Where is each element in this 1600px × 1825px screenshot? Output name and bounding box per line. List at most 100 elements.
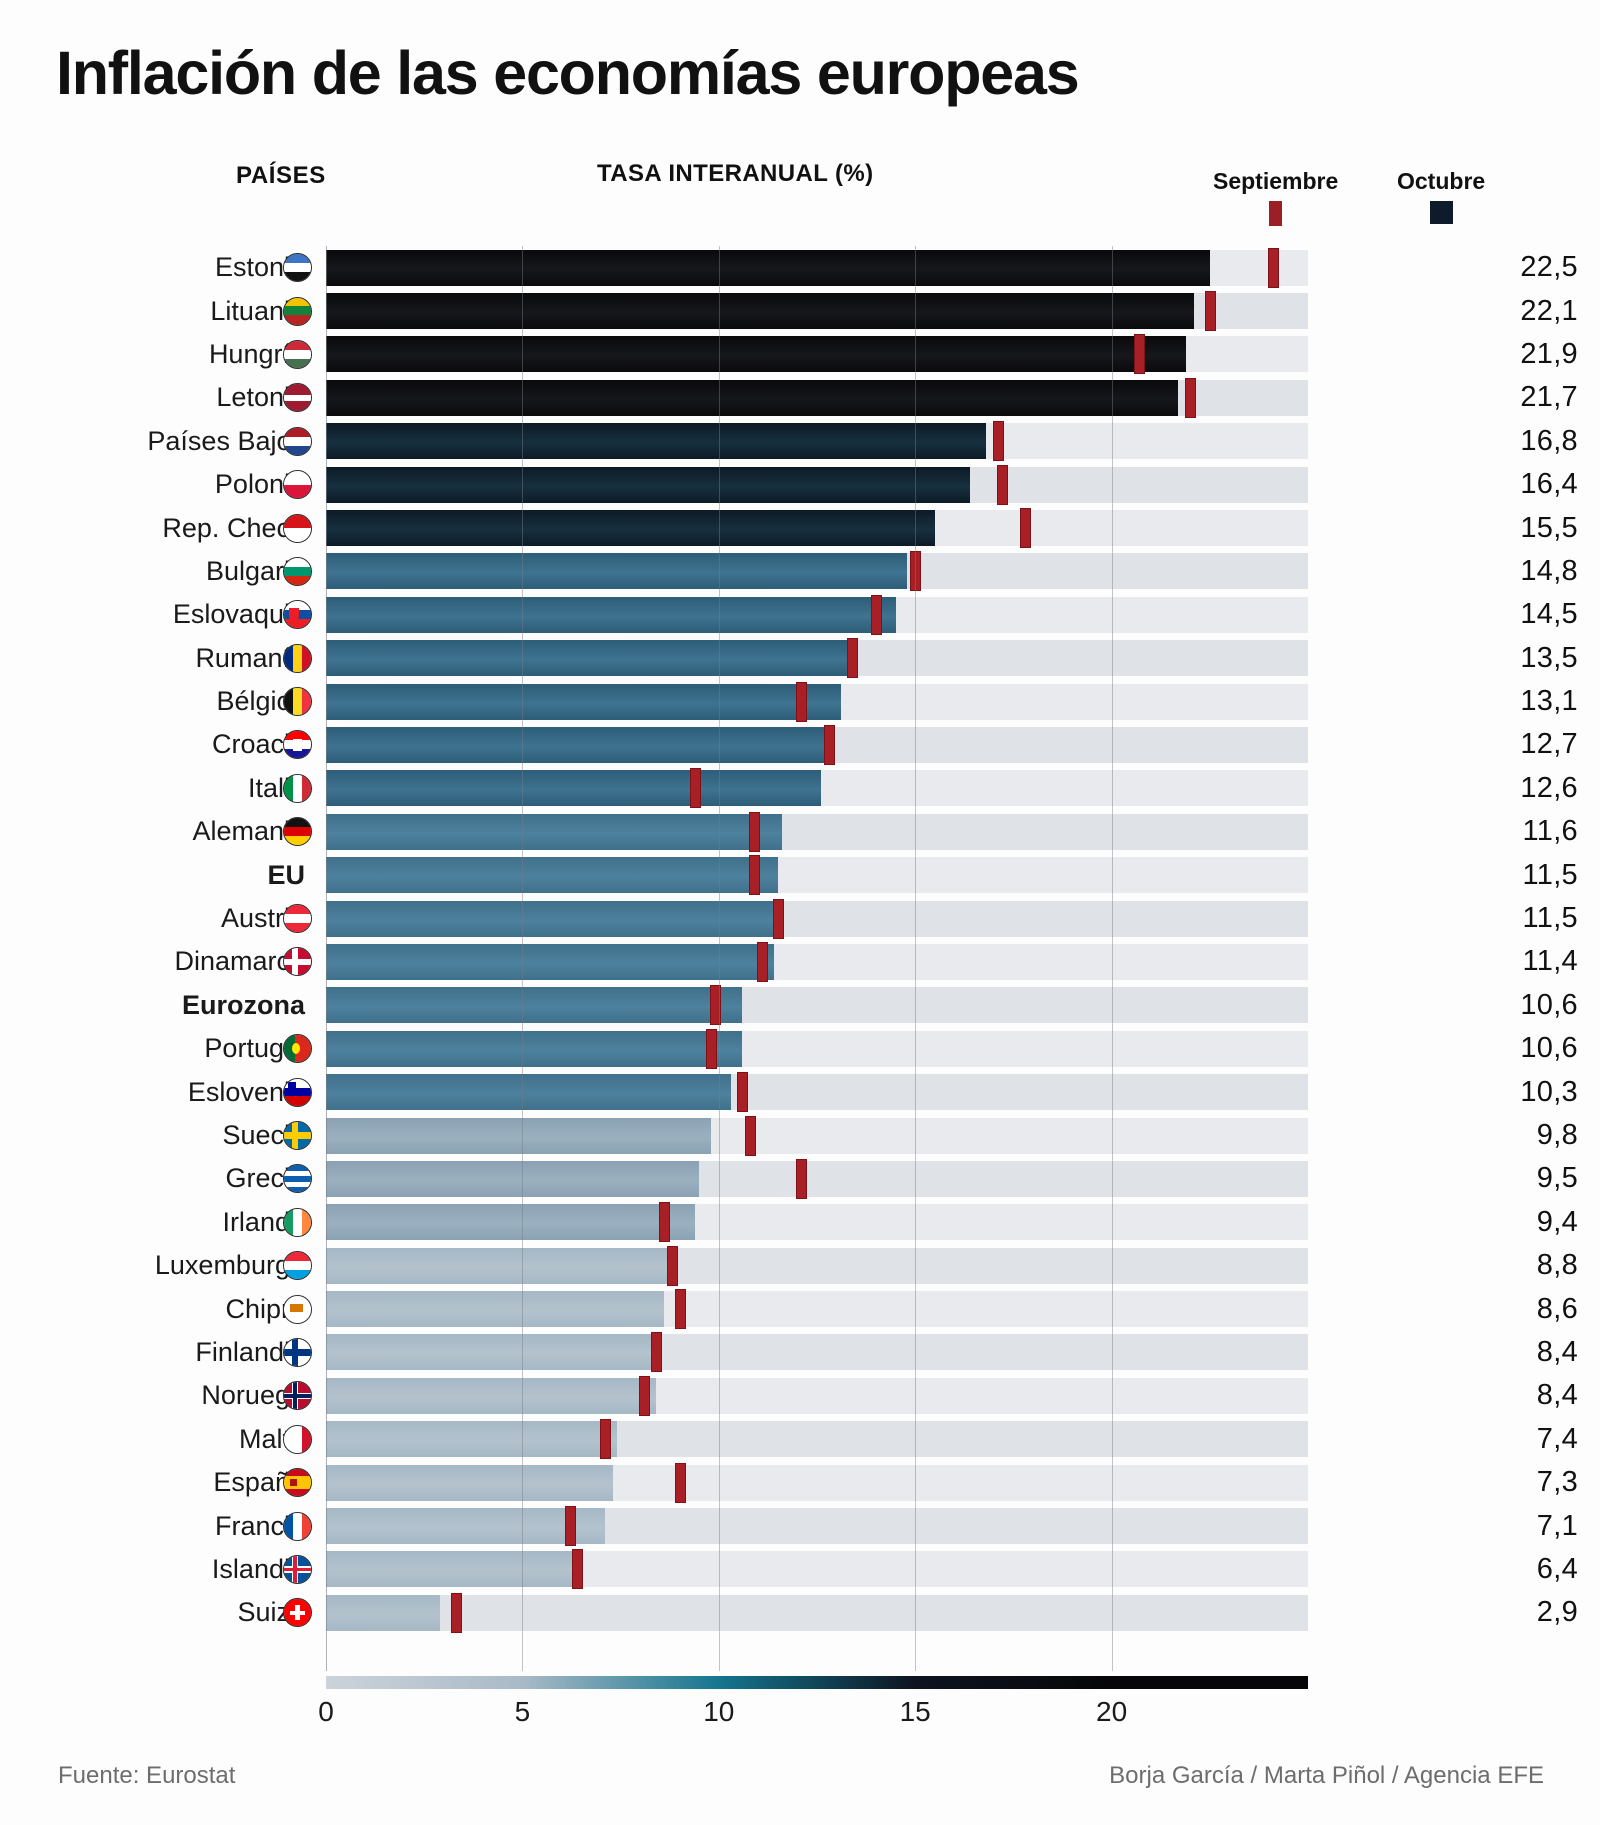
september-marker <box>1267 247 1279 288</box>
october-bar <box>326 900 778 937</box>
value-label: 8,4 <box>1536 1379 1578 1412</box>
value-label: 22,5 <box>1520 251 1578 284</box>
table-row: Suecia 9,8 <box>0 1114 1600 1157</box>
bar-track <box>326 638 1308 679</box>
value-label: 22,1 <box>1520 294 1578 327</box>
september-marker <box>639 1375 651 1416</box>
october-bar <box>326 249 1210 286</box>
october-bar <box>326 813 782 850</box>
country-label: Eurozona <box>181 989 305 1020</box>
september-marker <box>599 1419 611 1460</box>
table-row: Francia 7,1 <box>0 1504 1600 1547</box>
table-row: Italia 12,6 <box>0 767 1600 810</box>
value-label: 16,4 <box>1520 468 1578 501</box>
bar-track <box>326 551 1308 592</box>
bar-track <box>326 681 1308 722</box>
table-row: Noruega 8,4 <box>0 1374 1600 1417</box>
value-label: 13,1 <box>1520 685 1578 718</box>
october-bar <box>326 640 857 677</box>
october-bar <box>326 1377 656 1414</box>
bar-track <box>326 1375 1308 1416</box>
flag-icon-austria <box>283 904 312 934</box>
country-label: Portugal <box>204 1033 305 1064</box>
flag-icon-polonia <box>283 470 312 500</box>
september-marker <box>1185 377 1197 418</box>
september-marker <box>650 1332 662 1373</box>
october-bar <box>326 293 1195 330</box>
october-bar <box>326 596 896 633</box>
value-label: 7,1 <box>1536 1509 1578 1542</box>
flag-icon-croacia <box>283 730 312 760</box>
footer-credit: Borja García / Marta Piñol / Agencia EFE <box>1109 1762 1544 1789</box>
bar-track <box>326 1332 1308 1373</box>
legend-october-label: Octubre <box>1397 168 1486 194</box>
country-label: Países Bajos <box>147 425 305 456</box>
value-label: 8,8 <box>1536 1249 1578 1282</box>
value-label: 16,8 <box>1520 424 1578 457</box>
table-row: Suiza 2,9 <box>0 1591 1600 1634</box>
bar-track <box>326 291 1308 332</box>
october-bar <box>326 336 1187 373</box>
bar-track <box>326 334 1308 375</box>
bar-track <box>326 377 1308 418</box>
axis-gradient-segment <box>1111 1676 1308 1689</box>
bar-track <box>326 1462 1308 1503</box>
bar-track <box>326 594 1308 635</box>
september-marker <box>745 1115 757 1156</box>
axis-tick-label: 10 <box>703 1696 735 1727</box>
flag-icon-suiza <box>283 1598 312 1628</box>
table-row: Eslovenia 10,3 <box>0 1070 1600 1113</box>
value-label: 11,5 <box>1522 902 1578 935</box>
table-row: Austria 11,5 <box>0 897 1600 940</box>
value-label: 8,4 <box>1536 1335 1578 1368</box>
country-label: Noruega <box>201 1380 305 1411</box>
october-bar <box>326 1551 578 1588</box>
october-bar <box>326 1464 613 1501</box>
bar-track <box>326 1506 1308 1547</box>
column-header-rate: TASA INTERANUAL (%) <box>597 160 874 187</box>
country-label: Lituania <box>210 295 305 326</box>
table-row: Países Bajos 16,8 <box>0 420 1600 463</box>
flag-icon-portugal <box>283 1034 312 1064</box>
october-bar <box>326 466 971 503</box>
flag-icon-francia <box>283 1511 312 1541</box>
table-row: Croacia 12,7 <box>0 723 1600 766</box>
table-row: Letonia 21,7 <box>0 376 1600 419</box>
country-label: Polonia <box>214 469 305 500</box>
october-bar <box>326 1594 440 1631</box>
flag-icon-espana <box>283 1468 312 1498</box>
flag-icon-bulgaria <box>283 556 312 586</box>
october-bar <box>326 1160 700 1197</box>
country-label: Austria <box>220 903 305 934</box>
september-marker <box>666 1245 678 1286</box>
flag-icon-lituania <box>283 296 312 326</box>
october-bar <box>326 1421 617 1458</box>
legend-september-swatch-icon <box>1269 201 1283 226</box>
table-row: Malta 7,4 <box>0 1418 1600 1461</box>
september-marker <box>796 681 808 722</box>
october-bar <box>326 423 986 460</box>
country-label: Estonia <box>214 252 305 283</box>
table-row: Eurozona 10,6 <box>0 984 1600 1027</box>
bar-track <box>326 247 1308 288</box>
september-marker <box>757 941 768 982</box>
bar-chart-rows: Estonia 22,5 Lituania 22,1 Hungría 21,9 Letoni… <box>0 246 1600 1635</box>
flag-icon-luxemburgo <box>283 1251 312 1281</box>
country-label: Bulgaria <box>205 555 305 586</box>
axis-gradient-segment <box>915 1676 1112 1689</box>
october-bar <box>326 987 743 1024</box>
value-label: 9,8 <box>1536 1119 1578 1151</box>
september-marker <box>690 768 702 809</box>
september-marker <box>705 1028 717 1069</box>
table-row: Hungría 21,9 <box>0 333 1600 376</box>
bar-track <box>326 811 1308 852</box>
september-marker <box>709 985 721 1026</box>
flag-icon-noruega <box>283 1381 312 1411</box>
october-bar <box>326 1117 711 1154</box>
bar-track <box>326 1549 1308 1590</box>
value-label: 11,5 <box>1522 858 1578 891</box>
country-label: Irlanda <box>222 1206 305 1237</box>
october-bar <box>326 1291 664 1328</box>
bar-track <box>326 1158 1308 1199</box>
